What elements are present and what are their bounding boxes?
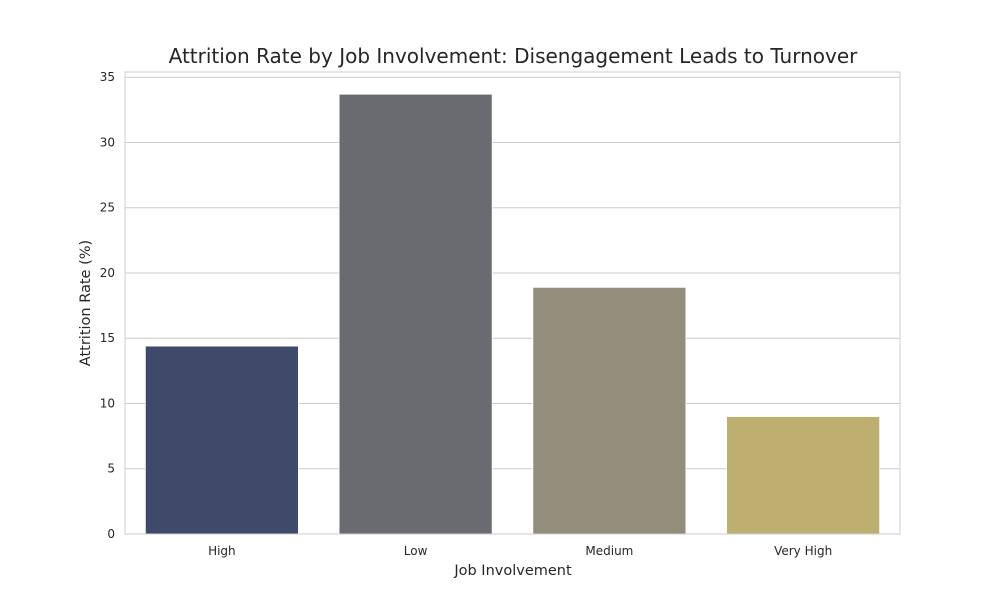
x-axis-label: Job Involvement [453,563,572,579]
bars [144,93,881,535]
bar-very-high [726,416,881,535]
bar-low [338,93,493,535]
x-tick-label: Medium [585,544,633,558]
y-axis-label: Attrition Rate (%) [78,240,94,366]
x-axis-ticks: High Low Medium Very High [208,544,832,558]
chart-title: Attrition Rate by Job Involvement: Disen… [169,44,859,68]
plot-frame [124,71,901,535]
x-tick-label: Very High [774,544,832,558]
y-tick-label: 10 [100,396,115,410]
y-tick-label: 20 [100,266,115,280]
bar-medium [532,286,687,535]
y-tick-label: 15 [100,331,115,345]
y-axis-ticks: 0 5 10 15 20 25 30 35 [100,70,115,541]
y-tick-label: 30 [100,135,115,149]
x-tick-label: High [208,544,236,558]
y-tick-label: 35 [100,70,115,84]
y-tick-label: 0 [107,527,115,541]
bar-high [144,345,299,535]
y-tick-label: 25 [100,201,115,215]
y-tick-label: 5 [107,462,115,476]
x-tick-label: Low [404,544,428,558]
